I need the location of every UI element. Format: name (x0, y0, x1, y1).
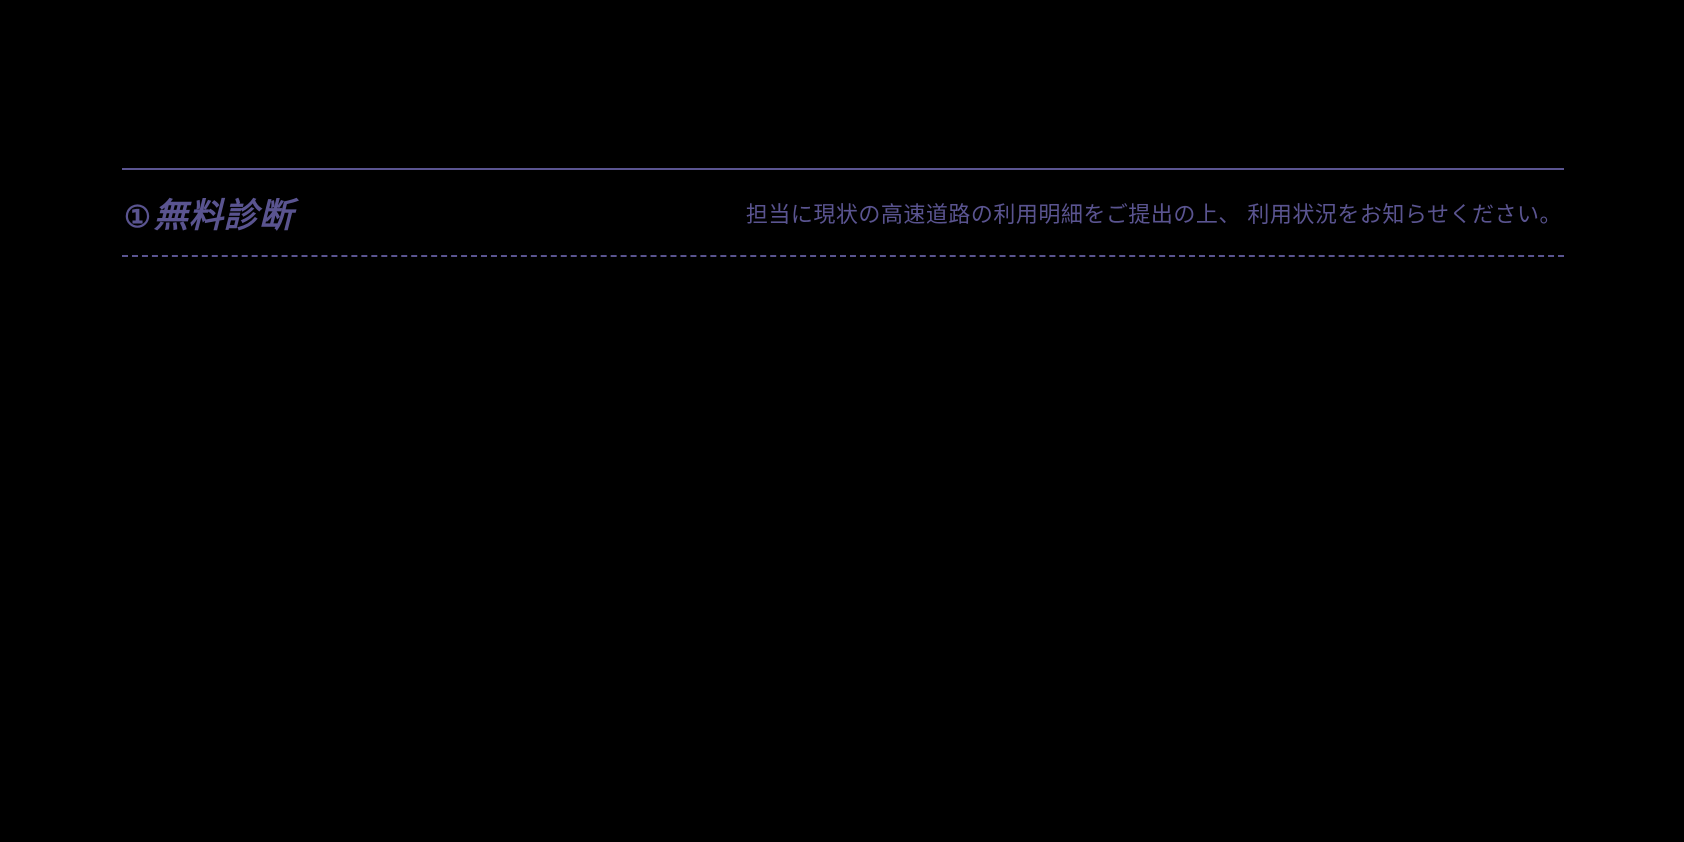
step-description: 担当に現状の高速道路の利用明細をご提出の上、 利用状況をお知らせください。 (746, 197, 1562, 229)
step-number: ① (124, 201, 152, 234)
dashed-border (122, 255, 1564, 257)
step-heading: ①無料診断 (124, 188, 294, 237)
step-section: ①無料診断 担当に現状の高速道路の利用明細をご提出の上、 利用状況をお知らせくだ… (122, 168, 1564, 257)
step-title: 無料診断 (154, 197, 294, 235)
step-row: ①無料診断 担当に現状の高速道路の利用明細をご提出の上、 利用状況をお知らせくだ… (122, 170, 1564, 255)
